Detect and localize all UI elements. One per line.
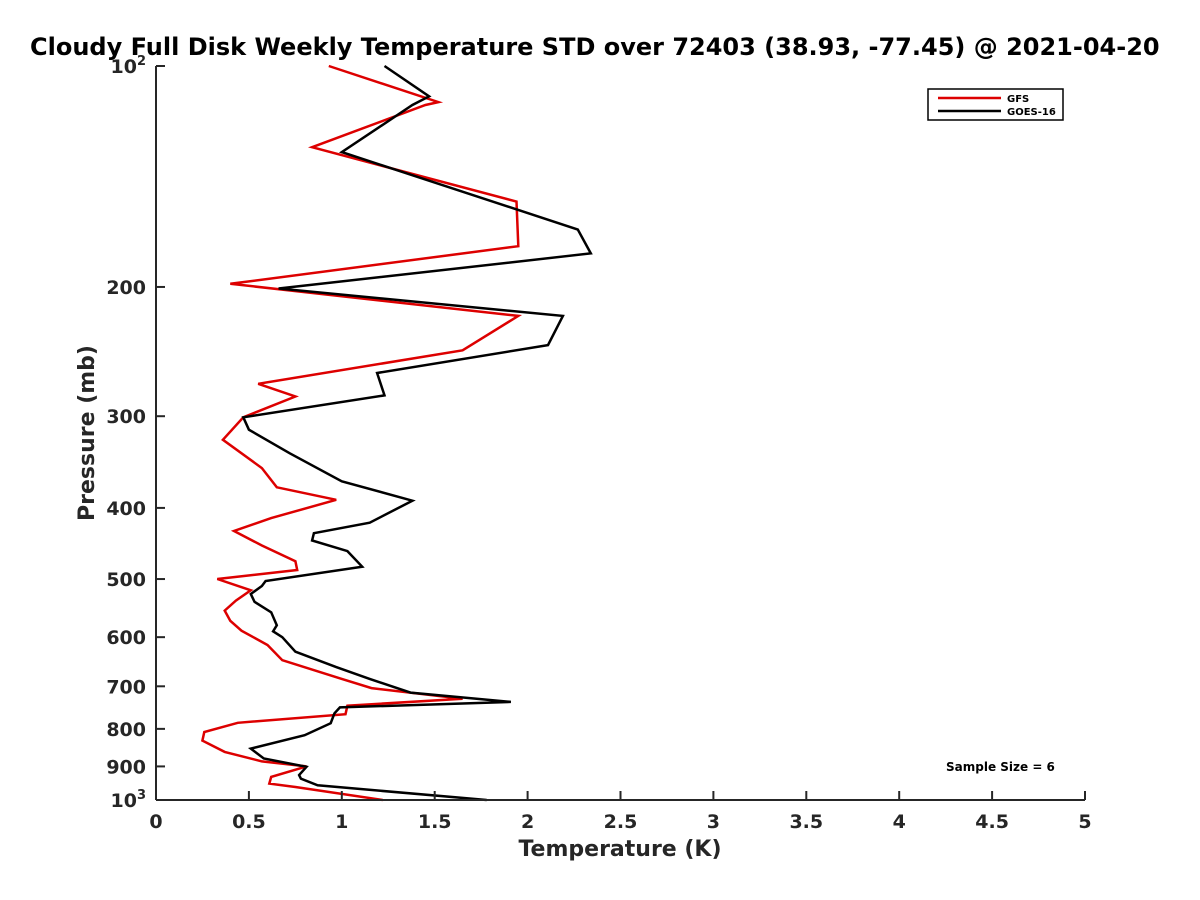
x-tick-label: 3	[707, 811, 720, 833]
x-tick-label: 0	[149, 811, 162, 833]
y-tick-labels: 102 200 300 400 500 600 700 800 900 103	[106, 54, 146, 812]
y-tick-label: 500	[106, 569, 146, 591]
y-tick-label: 300	[106, 406, 146, 428]
y-tick-label: 800	[106, 719, 146, 741]
chart-title: Cloudy Full Disk Weekly Temperature STD …	[30, 33, 1160, 61]
x-tick-label: 2.5	[604, 811, 638, 833]
y-tick-label: 700	[106, 676, 146, 698]
x-tick-labels: 0 0.5 1 1.5 2 2.5 3 3.5 4 4.5 5	[149, 811, 1091, 833]
sample-size-annotation: Sample Size = 6	[946, 760, 1055, 774]
x-tick-label: 1.5	[418, 811, 452, 833]
legend-label: GOES-16	[1007, 107, 1056, 118]
series-line-gfs	[200, 64, 523, 802]
axes-layer	[155, 65, 1086, 801]
y-tick-label: 103	[111, 788, 147, 812]
y-tick-label: 400	[106, 498, 146, 520]
series-line-goes-16	[241, 64, 593, 802]
x-tick-label: 3.5	[789, 811, 823, 833]
x-tick-label: 0.5	[232, 811, 266, 833]
y-tick-label: 900	[106, 756, 146, 778]
series-layer	[200, 64, 593, 802]
x-tick-label: 2	[521, 811, 534, 833]
legend-label: GFS	[1007, 94, 1029, 105]
x-tick-label: 1	[335, 811, 348, 833]
legend-box	[927, 88, 1064, 121]
x-axis-label: Temperature (K)	[518, 837, 721, 862]
y-tick-label: 200	[106, 277, 146, 299]
y-tick-label: 600	[106, 627, 146, 649]
x-tick-label: 5	[1078, 811, 1091, 833]
y-axis-label: Pressure (mb)	[75, 345, 100, 521]
x-tick-label: 4	[893, 811, 906, 833]
x-tick-label: 4.5	[975, 811, 1009, 833]
y-tick-label: 102	[111, 54, 147, 78]
plot-area	[156, 66, 1085, 800]
legend: GFS GOES-16	[927, 88, 1064, 121]
